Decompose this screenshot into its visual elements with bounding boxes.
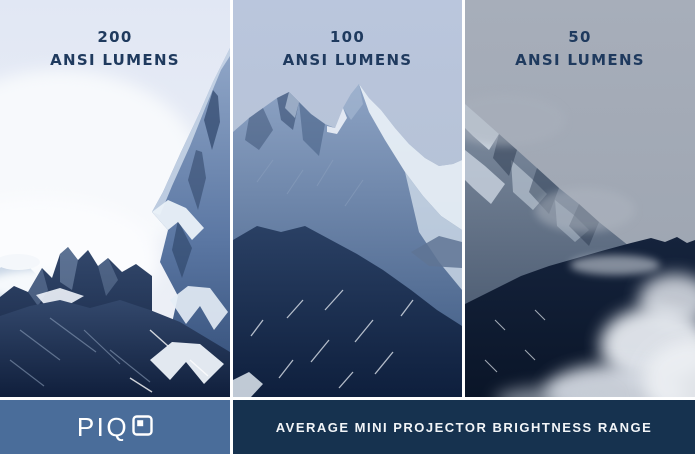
panel-200-lumens: 200 ANSI LUMENS: [0, 0, 230, 397]
lumens-value: 100: [329, 28, 366, 46]
piqo-logo-text: PIQ: [76, 412, 130, 442]
mountain-photo-medium: [233, 0, 462, 397]
panel-100-lumens: 100 ANSI LUMENS: [233, 0, 462, 397]
photo-panels: 200 ANSI LUMENS: [0, 0, 695, 397]
mountain-photo-dim: [465, 0, 695, 397]
projector-square-icon: [132, 414, 153, 440]
lumens-value: 200: [97, 28, 133, 46]
piqo-brand-box: PIQ: [0, 400, 233, 454]
panel-label-200: 200 ANSI LUMENS: [0, 26, 230, 72]
lumens-unit: ANSI LUMENS: [282, 51, 413, 69]
lumens-unit: ANSI LUMENS: [515, 51, 645, 69]
panel-label-50: 50 ANSI LUMENS: [465, 26, 695, 72]
lumens-value: 50: [568, 28, 592, 46]
panel-label-100: 100 ANSI LUMENS: [233, 26, 462, 72]
panel-50-lumens: 50 ANSI LUMENS: [465, 0, 695, 397]
footer-caption: AVERAGE MINI PROJECTOR BRIGHTNESS RANGE: [275, 419, 653, 435]
footer-bar: PIQ AVERAGE MINI PROJECTOR BRIGHTNESS RA…: [0, 397, 695, 454]
piqo-logo: PIQ: [77, 414, 153, 440]
caption-box: AVERAGE MINI PROJECTOR BRIGHTNESS RANGE: [233, 400, 695, 454]
mountain-photo-bright: [0, 0, 230, 397]
lumens-unit: ANSI LUMENS: [50, 51, 180, 69]
